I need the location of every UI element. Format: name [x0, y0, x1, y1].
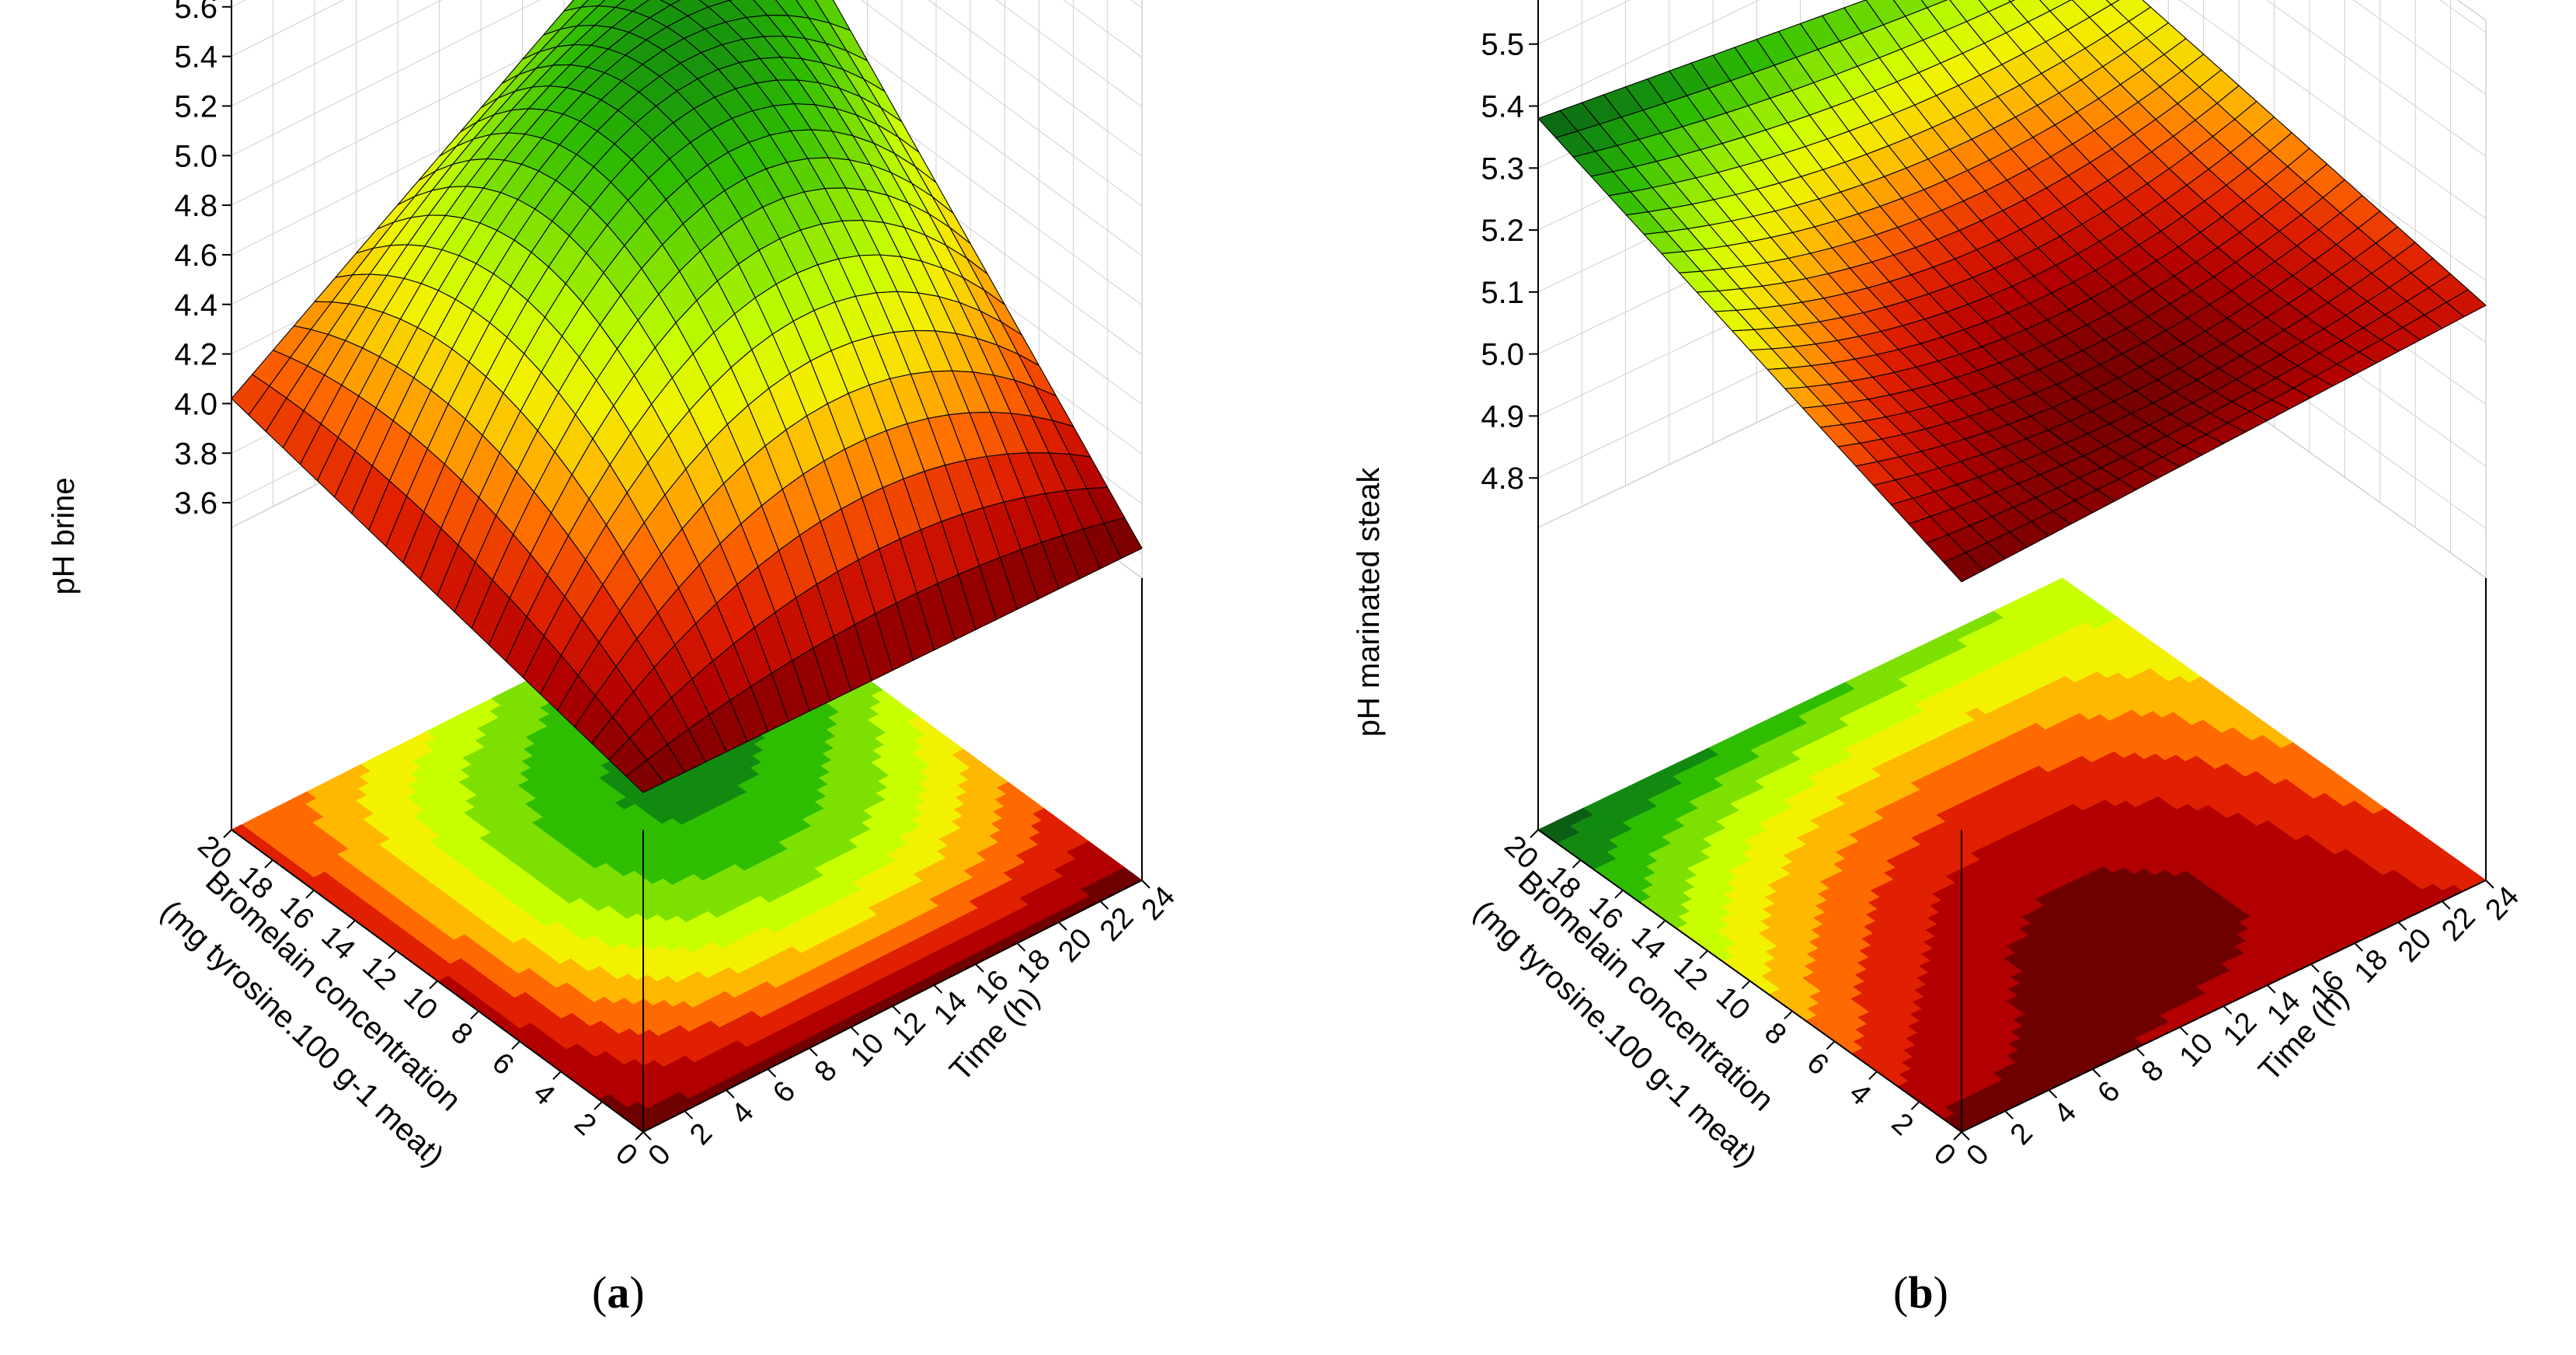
y-tick-label: 2: [568, 1107, 602, 1142]
x-tick-label: 18: [1011, 943, 1057, 990]
x-tick-mark: [1058, 921, 1067, 931]
wall-grid-line: [231, 0, 1143, 108]
chart-a-z-axis-label: pH brine: [47, 477, 81, 594]
chart-b-contour-floor: [1537, 577, 2487, 1133]
x-tick-label: 24: [1135, 880, 1182, 927]
y-tick-mark: [594, 1101, 603, 1110]
z-tick-label: 5.2: [174, 89, 218, 124]
x-tick-mark: [684, 1110, 694, 1120]
x-tick-mark: [850, 1026, 860, 1036]
y-tick-mark: [346, 919, 356, 929]
z-tick-label: 4.6: [174, 239, 218, 273]
x-tick-label: 20: [1052, 922, 1098, 969]
x-tick-mark: [933, 984, 943, 994]
z-tick-label: 5.4: [174, 40, 218, 75]
y-tick-mark: [429, 980, 438, 990]
x-tick-label: 14: [928, 985, 974, 1032]
x-tick-mark: [642, 1131, 652, 1141]
y-tick-mark: [511, 1040, 520, 1050]
x-tick-label: 8: [809, 1054, 844, 1089]
z-tick-label: 5.0: [174, 139, 218, 173]
y-tick-mark: [264, 859, 273, 869]
wall-grid-line: [231, 0, 1143, 157]
y-tick-mark: [552, 1071, 562, 1080]
y-tick-mark: [305, 890, 315, 899]
x-tick-mark: [726, 1089, 735, 1099]
x-tick-mark: [892, 1005, 901, 1015]
x-tick-label: 6: [767, 1075, 802, 1109]
y-tick-label: 10: [397, 981, 444, 1027]
y-tick-label: 0: [609, 1137, 643, 1172]
wall-grid-line: [231, 0, 1143, 256]
y-tick-mark: [223, 829, 232, 838]
y-tick-mark: [635, 1131, 644, 1141]
y-tick-label: 8: [444, 1016, 479, 1051]
y-tick-label: 20: [191, 829, 238, 876]
x-tick-mark: [975, 963, 984, 973]
x-tick-mark: [1099, 900, 1109, 910]
x-tick-label: 0: [642, 1138, 677, 1172]
z-tick-label: 3.8: [174, 437, 218, 471]
x-tick-label: 2: [684, 1117, 719, 1151]
z-tick-label: 5.6: [174, 0, 218, 25]
chart-panel-b: 4.84.95.05.15.25.35.45.55.60246810121416…: [1352, 0, 2526, 1173]
x-tick-label: 22: [1094, 901, 1140, 948]
y-tick-label: 12: [356, 950, 402, 997]
chart-panel-a: 3.63.84.04.24.44.64.85.05.25.45.65.80246…: [47, 0, 1182, 1173]
x-tick-label: 10: [844, 1027, 891, 1074]
x-tick-mark: [767, 1068, 777, 1078]
x-tick-mark: [809, 1047, 818, 1057]
y-tick-label: 6: [486, 1047, 520, 1082]
y-tick-label: 4: [527, 1077, 561, 1112]
x-tick-label: 4: [726, 1096, 761, 1130]
z-tick-label: 3.6: [174, 486, 218, 521]
x-tick-mark: [1141, 880, 1150, 889]
wall-grid-line: [231, 0, 1143, 207]
z-tick-label: 4.8: [174, 189, 218, 223]
y-tick-mark: [470, 1010, 479, 1020]
z-tick-label: 4.2: [174, 338, 218, 372]
z-tick-label: 4.0: [174, 387, 218, 421]
y-tick-mark: [388, 949, 397, 960]
x-tick-mark: [1016, 942, 1026, 952]
z-tick-label: 4.4: [174, 288, 218, 322]
x-tick-label: 12: [886, 1006, 932, 1053]
